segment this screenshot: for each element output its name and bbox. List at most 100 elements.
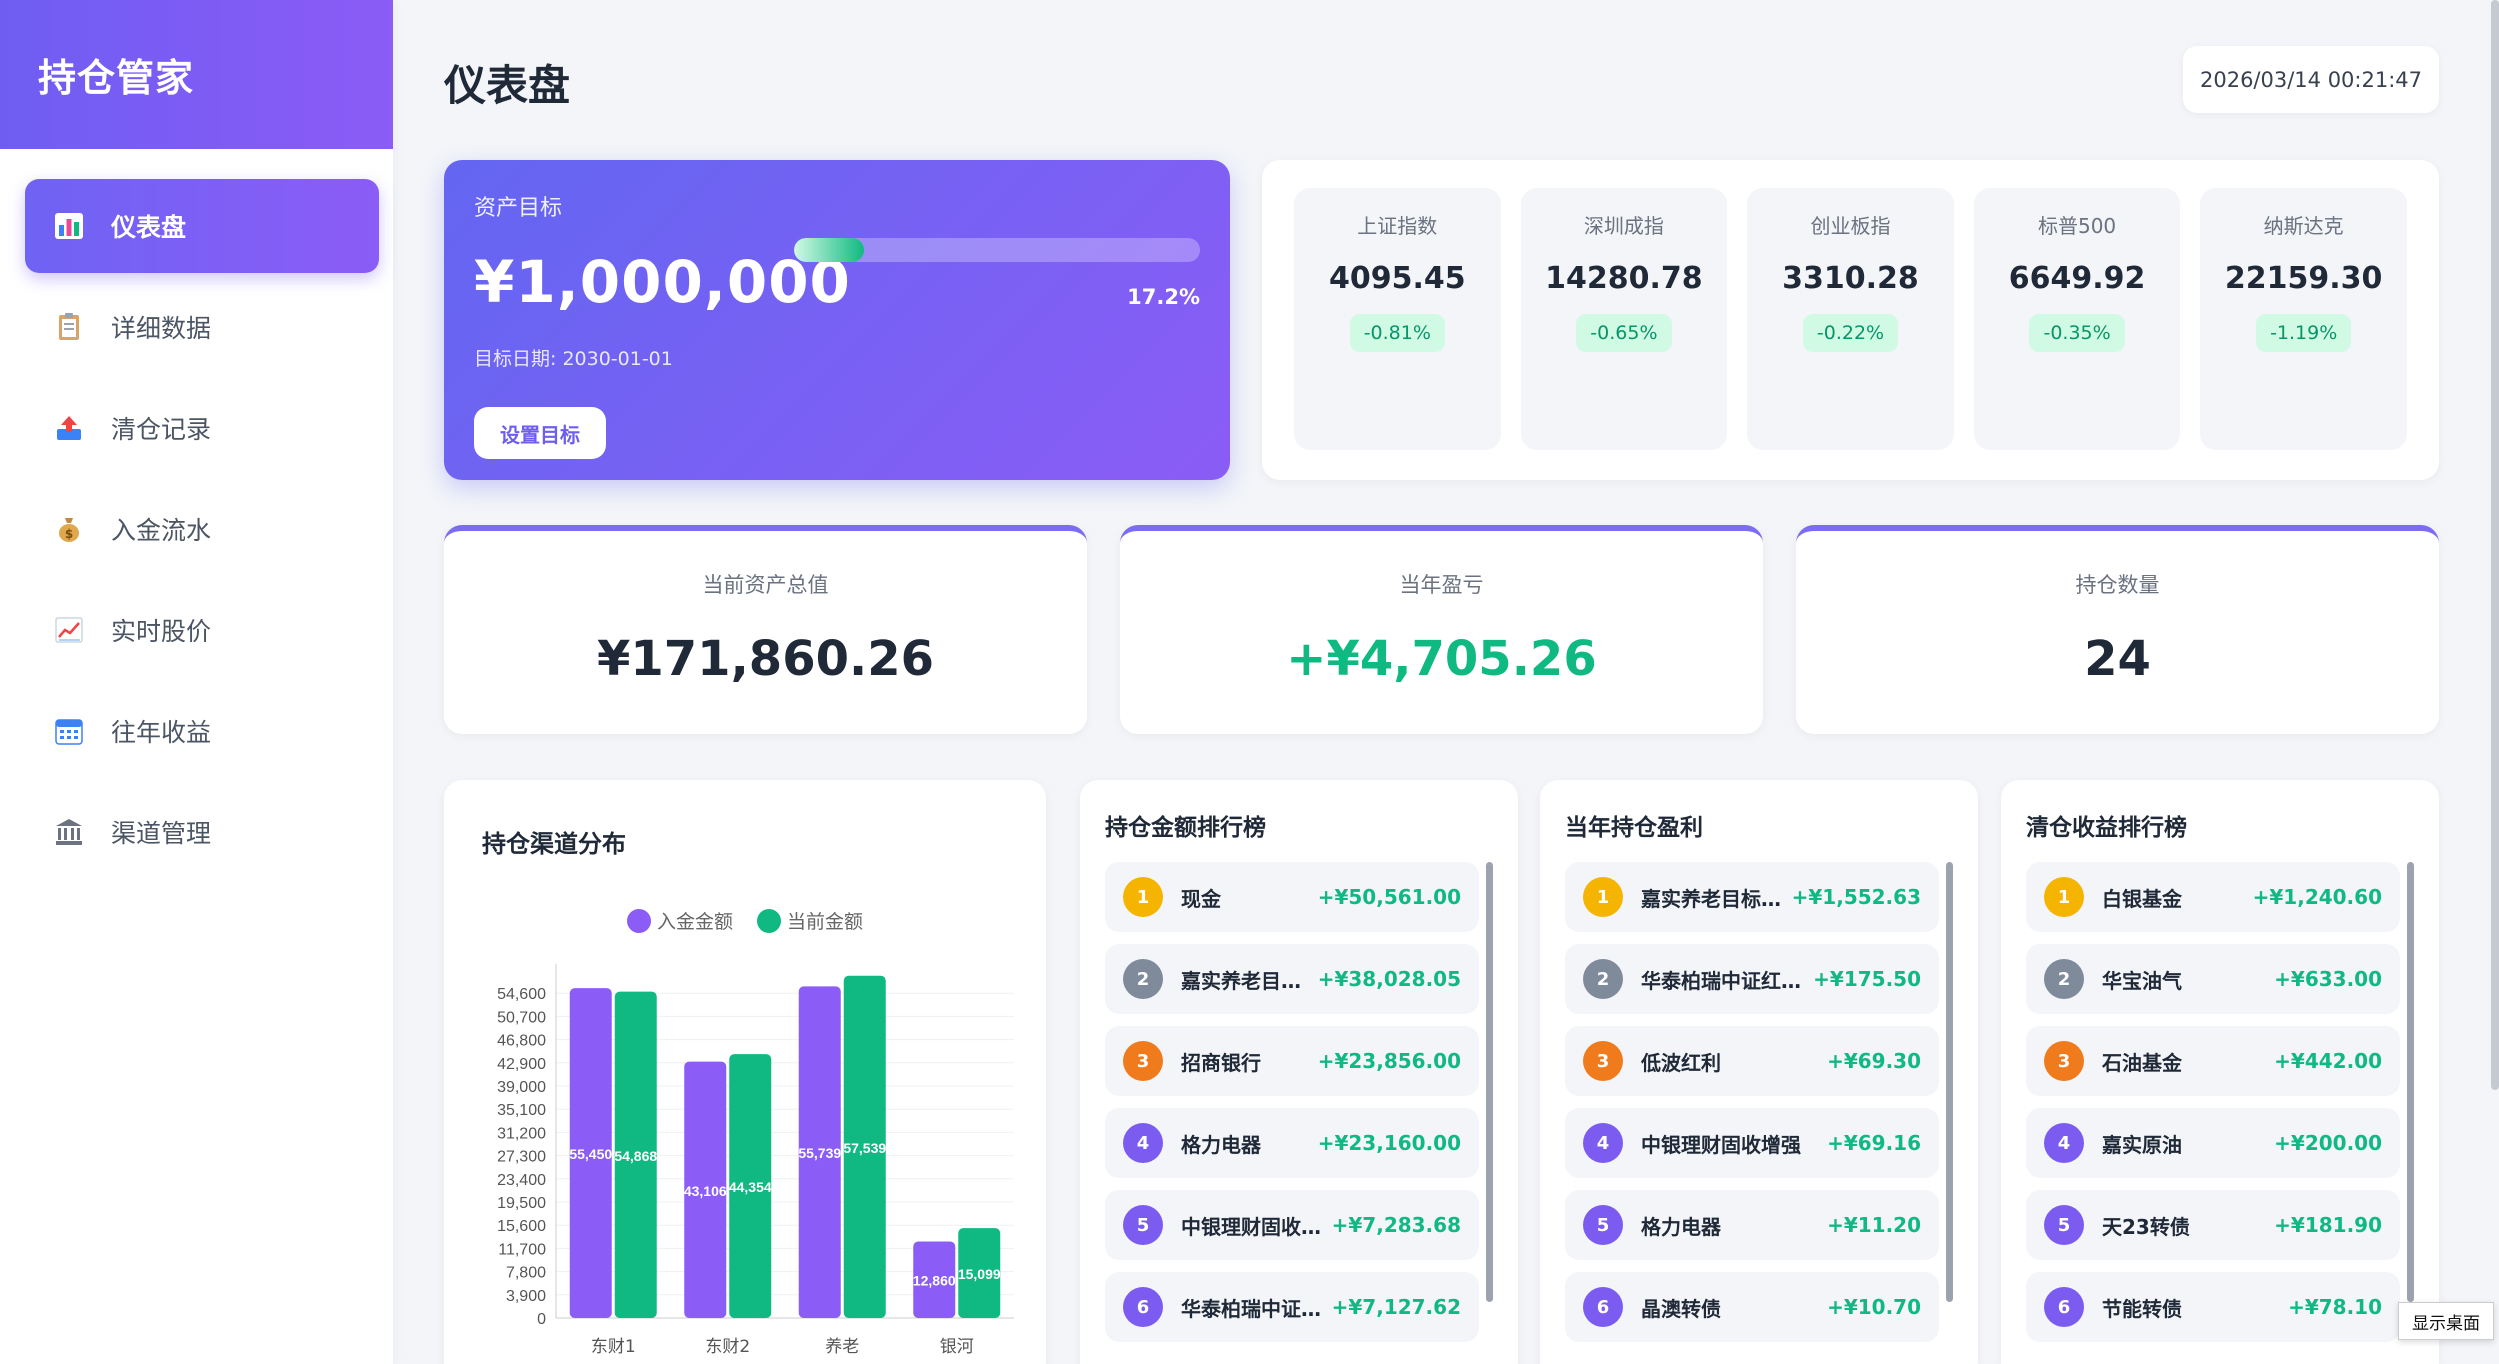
legend-marker — [757, 909, 781, 933]
rank-value: +¥23,856.00 — [1317, 1049, 1461, 1073]
sidebar-item-deposits[interactable]: $ 入金流水 — [25, 482, 379, 576]
index-name: 标普500 — [2037, 214, 2117, 238]
legend-label: 入金金额 — [657, 911, 733, 933]
legend-label: 当前金额 — [787, 911, 863, 933]
y-tick-label: 35,100 — [497, 1102, 546, 1119]
rank-item[interactable]: 1 嘉实养老目标2... +¥1,552.63 — [1565, 862, 1939, 932]
sidebar-item-label: 往年收益 — [111, 718, 212, 747]
rank-value: +¥78.10 — [2288, 1295, 2382, 1319]
rank-title: 清仓收益排行榜 — [2026, 815, 2187, 841]
rank-name: 招商银行 — [1181, 1050, 1261, 1075]
sidebar-item-clear-records[interactable]: 清仓记录 — [25, 381, 379, 475]
set-goal-button[interactable]: 设置目标 — [474, 407, 606, 459]
list-scrollbar[interactable] — [1486, 862, 1493, 1302]
rank-name: 中银理财固收... — [1181, 1214, 1322, 1239]
rank-item[interactable]: 6 晶澳转债 +¥10.70 — [1565, 1272, 1939, 1342]
money-bag-icon: $ — [53, 513, 85, 545]
sidebar-item-label: 实时股价 — [111, 617, 212, 646]
rank-badge: 2 — [1123, 959, 1163, 999]
clipboard-icon — [53, 311, 85, 343]
y-tick-label: 23,400 — [497, 1172, 546, 1189]
rank-badge: 2 — [1583, 959, 1623, 999]
rank-item[interactable]: 6 华泰柏瑞中证... +¥7,127.62 — [1105, 1272, 1479, 1342]
goal-date: 目标日期: 2030-01-01 — [474, 348, 673, 370]
index-name: 深圳成指 — [1583, 214, 1664, 238]
rank-item[interactable]: 3 招商银行 +¥23,856.00 — [1105, 1026, 1479, 1096]
rank-badge: 2 — [2044, 959, 2084, 999]
rank-item[interactable]: 1 白银基金 +¥1,240.60 — [2026, 862, 2400, 932]
rank-value: +¥11.20 — [1827, 1213, 1921, 1237]
rank-item[interactable]: 2 嘉实养老目标... +¥38,028.05 — [1105, 944, 1479, 1014]
bar-data-label: 55,739 — [798, 1145, 841, 1161]
index-change: -0.22% — [1802, 314, 1899, 352]
y-tick-label: 46,800 — [497, 1033, 546, 1050]
rank-value: +¥633.00 — [2274, 967, 2382, 991]
bar-data-label: 15,099 — [958, 1266, 1001, 1282]
rank-item[interactable]: 1 现金 +¥50,561.00 — [1105, 862, 1479, 932]
rank-value: +¥10.70 — [1827, 1295, 1921, 1319]
rank-badge: 1 — [2044, 877, 2084, 917]
sidebar-item-dashboard[interactable]: 仪表盘 — [25, 179, 379, 273]
annual-profit-card: 当年持仓盈利 1 嘉实养老目标2... +¥1,552.63 2 华泰柏瑞中证红... +… — [1540, 780, 1978, 1364]
page-scrollbar[interactable] — [2491, 0, 2499, 1090]
bar-chart-icon — [53, 210, 85, 242]
bar-data-label: 12,860 — [913, 1273, 956, 1289]
rank-name: 低波红利 — [1641, 1050, 1721, 1075]
rank-value: +¥23,160.00 — [1317, 1131, 1461, 1155]
stat-card-holdings-count: 持仓数量 24 — [1796, 525, 2439, 734]
sidebar-item-channels[interactable]: 渠道管理 — [25, 785, 379, 879]
rank-item[interactable]: 5 格力电器 +¥11.20 — [1565, 1190, 1939, 1260]
clear-profit-ranking-card: 清仓收益排行榜 1 白银基金 +¥1,240.60 2 华宝油气 +¥633.00 3 石油基… — [2001, 780, 2439, 1364]
stat-value: ¥171,860.26 — [596, 631, 935, 687]
sidebar-item-label: 仪表盘 — [111, 213, 187, 242]
rank-badge: 6 — [1583, 1287, 1623, 1327]
list-scrollbar[interactable] — [1946, 862, 1953, 1302]
rank-badge: 4 — [2044, 1123, 2084, 1163]
show-desktop-tooltip: 显示桌面 — [2398, 1302, 2494, 1340]
market-indices-card: 上证指数 4095.45 -0.81% 深圳成指 14280.78 -0.65%… — [1262, 160, 2439, 480]
rank-item[interactable]: 3 低波红利 +¥69.30 — [1565, 1026, 1939, 1096]
bar — [958, 1228, 1001, 1318]
sidebar-item-realtime-prices[interactable]: 实时股价 — [25, 583, 379, 677]
stat-label: 当年盈亏 — [1399, 573, 1484, 597]
rank-badge: 4 — [1583, 1123, 1623, 1163]
index-box: 创业板指 3310.28 -0.22% — [1747, 188, 1954, 450]
rank-list: 1 嘉实养老目标2... +¥1,552.63 2 华泰柏瑞中证红... +¥175.50… — [1565, 862, 1953, 1342]
rank-item[interactable]: 4 嘉实原油 +¥200.00 — [2026, 1108, 2400, 1178]
index-name: 创业板指 — [1810, 214, 1891, 238]
rank-value: +¥442.00 — [2274, 1049, 2382, 1073]
stat-value: 24 — [2084, 631, 2151, 687]
x-tick-label: 银河 — [940, 1337, 974, 1357]
rank-item[interactable]: 4 中银理财固收增强 +¥69.16 — [1565, 1108, 1939, 1178]
y-tick-label: 50,700 — [497, 1009, 546, 1026]
rank-item[interactable]: 4 格力电器 +¥23,160.00 — [1105, 1108, 1479, 1178]
rank-value: +¥175.50 — [1813, 967, 1921, 991]
rank-name: 白银基金 — [2102, 886, 2182, 911]
outbox-icon — [53, 412, 85, 444]
svg-text:$: $ — [65, 527, 73, 541]
rank-name: 现金 — [1181, 886, 1221, 911]
rank-name: 嘉实养老目标2... — [1641, 886, 1782, 911]
rank-item[interactable]: 5 中银理财固收... +¥7,283.68 — [1105, 1190, 1479, 1260]
list-scrollbar[interactable] — [2407, 862, 2414, 1302]
bar — [729, 1054, 772, 1318]
rank-item[interactable]: 6 节能转债 +¥78.10 — [2026, 1272, 2400, 1342]
rank-name: 中银理财固收增强 — [1641, 1132, 1801, 1157]
index-box: 纳斯达克 22159.30 -1.19% — [2200, 188, 2407, 450]
legend-marker — [627, 909, 651, 933]
brand-header: 持仓管家 — [0, 0, 393, 149]
rank-item[interactable]: 3 石油基金 +¥442.00 — [2026, 1026, 2400, 1096]
bar — [798, 986, 841, 1318]
goal-progress-text: 17.2% — [1127, 285, 1200, 309]
rank-badge: 5 — [2044, 1205, 2084, 1245]
sidebar-item-label: 详细数据 — [111, 314, 212, 343]
rank-item[interactable]: 2 华宝油气 +¥633.00 — [2026, 944, 2400, 1014]
rank-item[interactable]: 2 华泰柏瑞中证红... +¥175.50 — [1565, 944, 1939, 1014]
sidebar-item-details[interactable]: 详细数据 — [25, 280, 379, 374]
sidebar-item-yearly-returns[interactable]: 往年收益 — [25, 684, 379, 778]
bar — [843, 975, 886, 1318]
index-change: -1.19% — [2256, 314, 2352, 352]
rank-value: +¥50,561.00 — [1317, 885, 1461, 909]
rank-item[interactable]: 5 天23转债 +¥181.90 — [2026, 1190, 2400, 1260]
stat-label: 当前资产总值 — [702, 573, 829, 597]
